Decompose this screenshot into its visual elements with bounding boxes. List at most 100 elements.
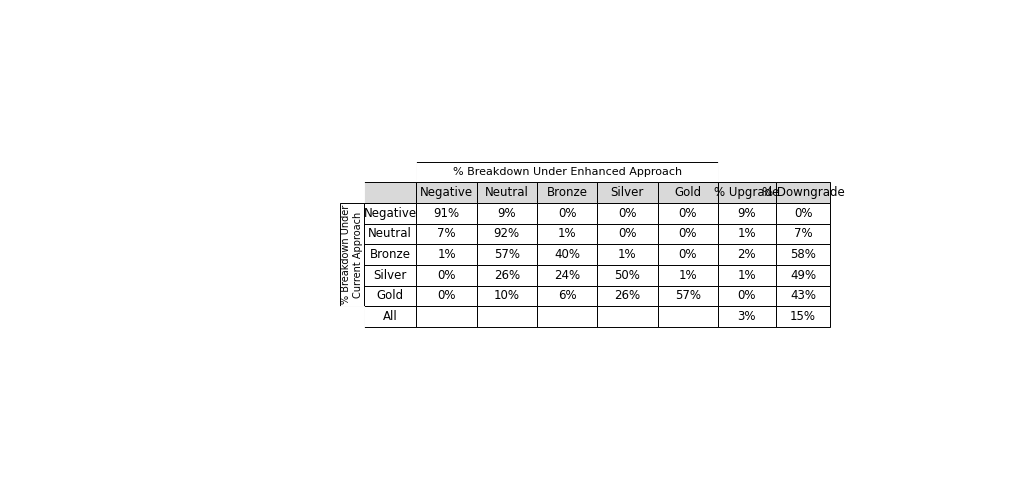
Bar bbox=[364, 203, 417, 224]
Bar bbox=[364, 265, 417, 285]
Text: 57%: 57% bbox=[494, 248, 520, 261]
Text: Bronze: Bronze bbox=[369, 248, 411, 261]
Bar bbox=[718, 244, 776, 265]
Text: % Breakdown Under
Current Approach: % Breakdown Under Current Approach bbox=[342, 205, 363, 304]
Bar bbox=[364, 182, 417, 203]
Bar bbox=[476, 224, 537, 244]
Bar bbox=[476, 203, 537, 224]
Bar bbox=[340, 306, 364, 327]
Bar bbox=[417, 203, 476, 224]
Bar bbox=[537, 182, 597, 203]
Bar bbox=[364, 285, 417, 306]
Text: 0%: 0% bbox=[618, 207, 637, 220]
Bar bbox=[597, 203, 658, 224]
Bar bbox=[658, 203, 718, 224]
Bar bbox=[597, 182, 658, 203]
Text: 1%: 1% bbox=[738, 269, 756, 282]
Bar bbox=[658, 224, 718, 244]
Bar bbox=[364, 306, 417, 327]
Bar bbox=[537, 224, 597, 244]
Text: 0%: 0% bbox=[678, 207, 697, 220]
Text: 57%: 57% bbox=[675, 289, 701, 302]
Text: 24%: 24% bbox=[554, 269, 580, 282]
Bar bbox=[597, 306, 658, 327]
Bar bbox=[718, 224, 776, 244]
Bar bbox=[417, 265, 476, 285]
Text: 49%: 49% bbox=[790, 269, 816, 282]
Bar bbox=[597, 244, 658, 265]
Text: 1%: 1% bbox=[678, 269, 697, 282]
Text: Silver: Silver bbox=[374, 269, 406, 282]
Bar bbox=[658, 265, 718, 285]
Bar bbox=[364, 244, 417, 265]
Bar bbox=[537, 244, 597, 265]
Text: Neutral: Neutral bbox=[485, 186, 529, 199]
Bar bbox=[718, 285, 776, 306]
Bar bbox=[417, 224, 476, 244]
Text: All: All bbox=[383, 310, 397, 323]
Bar bbox=[658, 306, 718, 327]
Bar bbox=[718, 203, 776, 224]
Bar bbox=[718, 265, 776, 285]
Text: 3%: 3% bbox=[738, 310, 756, 323]
Bar bbox=[476, 244, 537, 265]
Text: 0%: 0% bbox=[618, 227, 637, 241]
Bar bbox=[537, 306, 597, 327]
Text: 0%: 0% bbox=[437, 269, 456, 282]
Text: 43%: 43% bbox=[790, 289, 816, 302]
Bar bbox=[476, 306, 537, 327]
Text: 0%: 0% bbox=[793, 207, 812, 220]
Bar bbox=[718, 162, 776, 182]
Bar bbox=[776, 285, 830, 306]
Text: Bronze: Bronze bbox=[546, 186, 588, 199]
Text: 9%: 9% bbox=[738, 207, 756, 220]
Text: 1%: 1% bbox=[738, 227, 756, 241]
Bar bbox=[658, 285, 718, 306]
Bar bbox=[417, 182, 476, 203]
Bar bbox=[658, 182, 718, 203]
Bar bbox=[537, 285, 597, 306]
Text: 6%: 6% bbox=[558, 289, 576, 302]
Bar bbox=[476, 182, 537, 203]
Bar bbox=[776, 182, 830, 203]
Text: Silver: Silver bbox=[610, 186, 644, 199]
Text: 7%: 7% bbox=[437, 227, 456, 241]
Text: 7%: 7% bbox=[793, 227, 812, 241]
Bar bbox=[718, 306, 776, 327]
Text: 0%: 0% bbox=[437, 289, 456, 302]
Bar bbox=[658, 244, 718, 265]
Bar bbox=[537, 265, 597, 285]
Bar bbox=[364, 224, 417, 244]
Text: 92%: 92% bbox=[494, 227, 520, 241]
Text: 91%: 91% bbox=[433, 207, 460, 220]
Bar bbox=[776, 162, 830, 182]
Text: Gold: Gold bbox=[377, 289, 403, 302]
Bar bbox=[597, 224, 658, 244]
Bar bbox=[476, 285, 537, 306]
Text: 58%: 58% bbox=[790, 248, 816, 261]
Text: 1%: 1% bbox=[437, 248, 456, 261]
Text: Neutral: Neutral bbox=[368, 227, 413, 241]
Bar bbox=[597, 285, 658, 306]
Bar bbox=[417, 285, 476, 306]
Bar bbox=[776, 306, 830, 327]
Bar bbox=[776, 224, 830, 244]
Text: 10%: 10% bbox=[494, 289, 520, 302]
Bar bbox=[364, 162, 417, 182]
Text: Negative: Negative bbox=[420, 186, 473, 199]
Text: 0%: 0% bbox=[678, 248, 697, 261]
Text: 15%: 15% bbox=[790, 310, 816, 323]
Text: 0%: 0% bbox=[678, 227, 697, 241]
Text: 2%: 2% bbox=[738, 248, 756, 261]
Bar bbox=[776, 203, 830, 224]
Text: 1%: 1% bbox=[558, 227, 576, 241]
Bar bbox=[537, 203, 597, 224]
Text: % Upgrade: % Upgrade bbox=[714, 186, 780, 199]
Text: 0%: 0% bbox=[738, 289, 756, 302]
Bar bbox=[417, 244, 476, 265]
Text: % Downgrade: % Downgrade bbox=[761, 186, 845, 199]
Text: 0%: 0% bbox=[558, 207, 576, 220]
Text: 26%: 26% bbox=[614, 289, 640, 302]
Text: 40%: 40% bbox=[554, 248, 580, 261]
Text: % Breakdown Under Enhanced Approach: % Breakdown Under Enhanced Approach bbox=[453, 167, 681, 177]
